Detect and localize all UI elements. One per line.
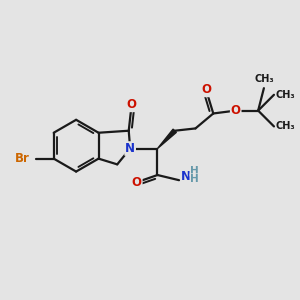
Text: CH₃: CH₃: [275, 122, 295, 131]
Text: CH₃: CH₃: [254, 74, 274, 84]
Text: O: O: [201, 83, 211, 96]
Text: H: H: [190, 166, 199, 176]
Text: H: H: [190, 174, 199, 184]
Text: N: N: [125, 142, 135, 155]
Text: O: O: [132, 176, 142, 189]
Text: N: N: [181, 170, 191, 183]
Text: CH₃: CH₃: [275, 90, 295, 100]
Text: Br: Br: [14, 152, 29, 165]
Text: O: O: [127, 98, 136, 111]
Text: O: O: [231, 104, 241, 117]
Polygon shape: [158, 129, 176, 148]
